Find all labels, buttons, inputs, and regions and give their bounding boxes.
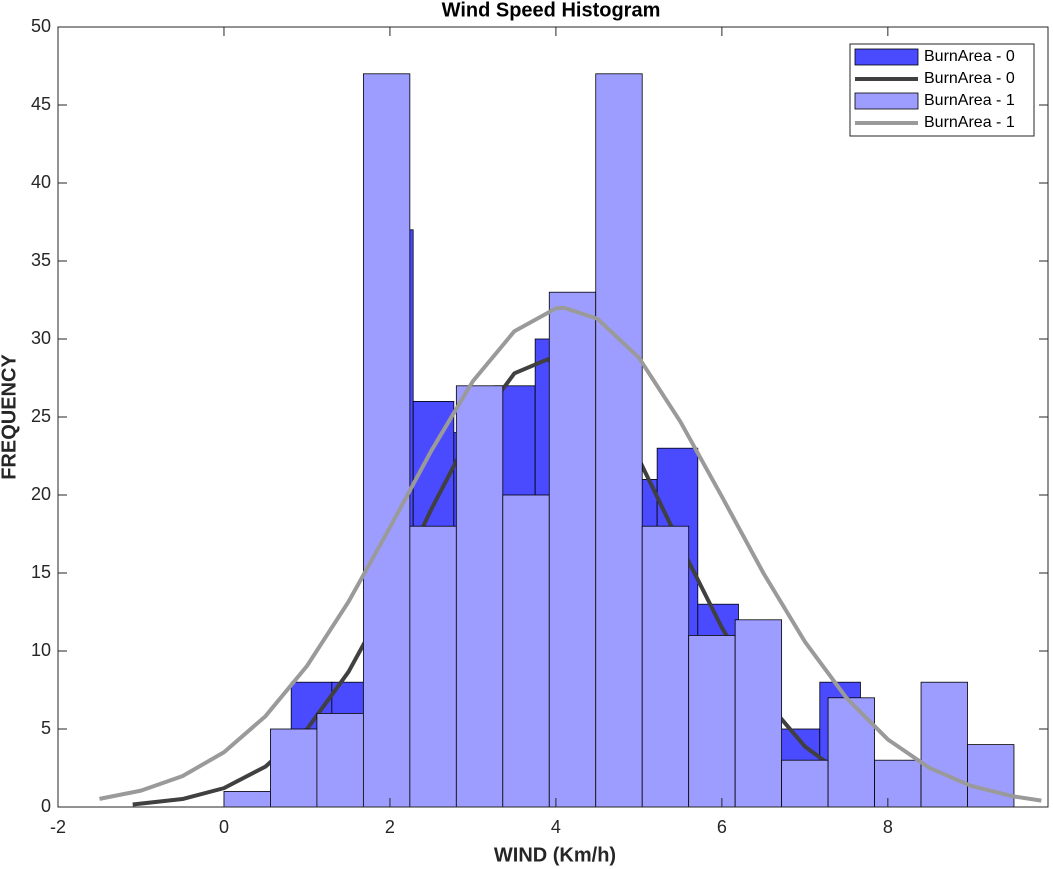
y-tick-label: 35 [31,250,51,270]
fit-curve [99,305,1042,803]
bar [270,728,318,807]
x-tick-label: 6 [717,817,727,837]
bar [223,791,271,807]
x-tick-label: 2 [385,817,395,837]
bar [781,759,829,807]
legend-label: BurnArea - 0 [924,70,1015,87]
y-tick-label: 25 [31,406,51,426]
y-tick-label: 20 [31,484,51,504]
x-tick-label: -2 [50,817,66,837]
bar [316,713,364,807]
bar [455,385,504,807]
x-tick-label: 8 [883,817,893,837]
legend-swatch [854,48,919,66]
chart-title: Wind Speed Histogram [442,0,661,21]
plot [99,73,1042,807]
y-tick-label: 5 [41,718,51,738]
x-tick-label: 0 [219,817,229,837]
bar [967,744,1015,807]
y-tick-label: 40 [31,172,51,192]
bar [502,494,550,807]
bar [548,291,597,807]
bar [409,525,457,807]
y-tick-label: 15 [31,562,51,582]
bar [595,73,643,807]
bar [641,525,690,807]
x-axis-label: WIND (Km/h) [494,844,616,866]
y-tick-label: 10 [31,640,51,660]
bar [827,697,875,807]
legend-label: BurnArea - 0 [924,48,1015,65]
y-tick-label: 30 [31,328,51,348]
y-axis-label: FREQUENCY [0,354,20,480]
bar [920,681,968,807]
bar [874,759,922,807]
x-tick-label: 4 [551,817,561,837]
y-tick-label: 50 [31,16,51,36]
legend-label: BurnArea - 1 [924,92,1015,109]
y-tick-label: 0 [41,796,51,816]
y-tick-label: 45 [31,94,51,114]
bar [734,619,783,807]
bar [362,73,411,807]
legend-swatch [854,92,919,110]
legend-label: BurnArea - 1 [924,114,1015,131]
bar [688,635,736,807]
